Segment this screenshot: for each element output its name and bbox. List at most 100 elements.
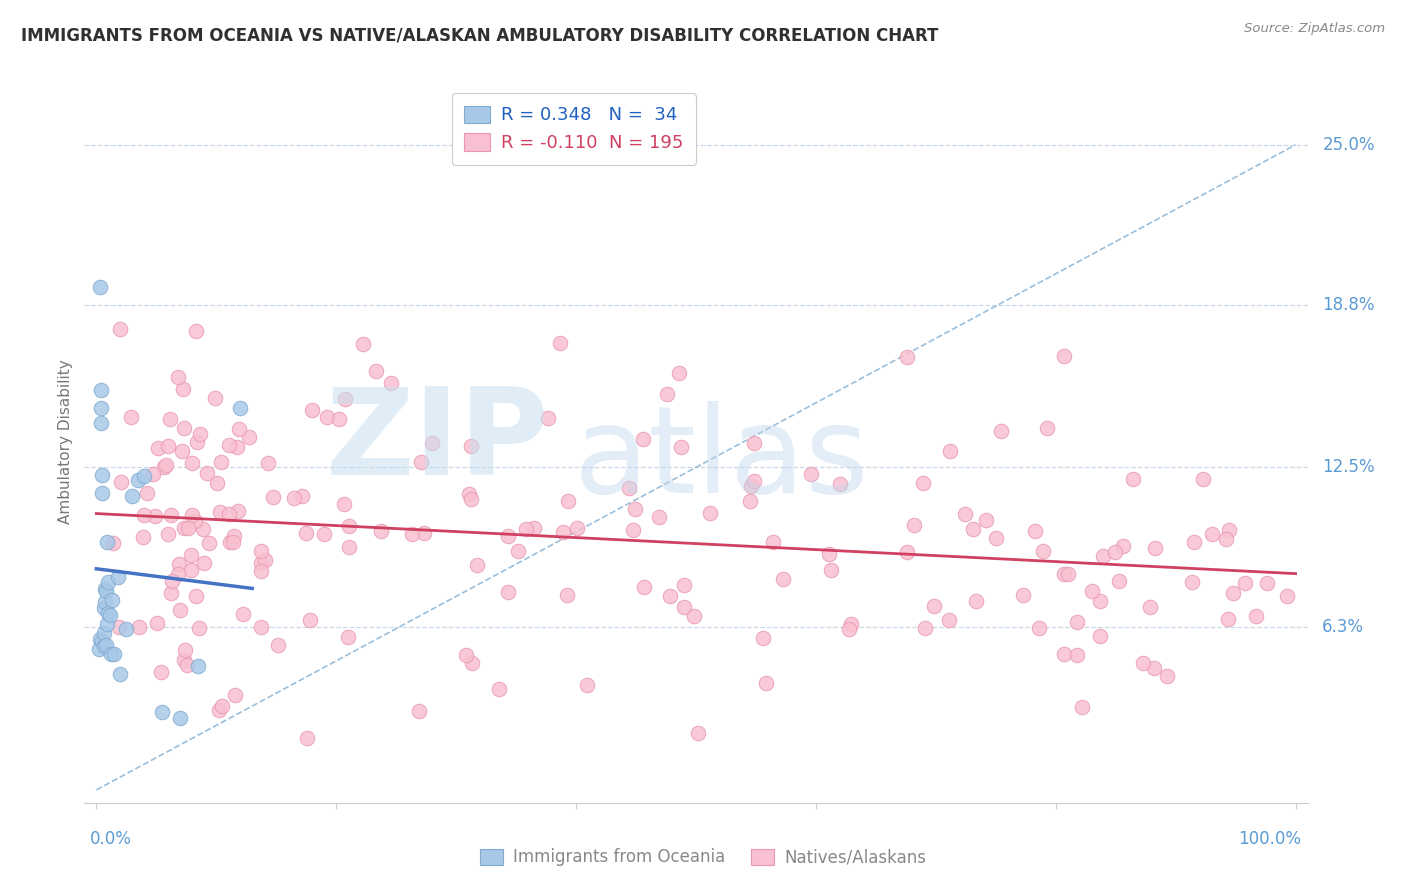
Point [333, 497, 356, 511]
Point [1218, 523, 1240, 537]
Point [204, 391, 226, 405]
Point [1132, 656, 1154, 670]
Point [553, 524, 575, 539]
Text: ZIP: ZIP [325, 383, 550, 500]
Point [121, 489, 143, 503]
Point [408, 704, 430, 718]
Point [166, 567, 188, 582]
Point [1112, 539, 1135, 553]
Point [1108, 574, 1130, 588]
Point [939, 444, 962, 458]
Point [420, 436, 443, 450]
Point [110, 475, 132, 489]
Point [87, 641, 110, 656]
Point [333, 392, 356, 406]
Point [828, 477, 851, 491]
Point [457, 486, 479, 500]
Point [962, 522, 984, 536]
Point [238, 430, 260, 444]
Point [738, 494, 761, 508]
Point [401, 527, 423, 541]
Point [93, 626, 115, 640]
Point [557, 493, 579, 508]
Point [668, 367, 690, 381]
Point [924, 599, 946, 613]
Point [413, 525, 436, 540]
Point [1088, 629, 1111, 643]
Point [1275, 589, 1298, 603]
Text: atlas: atlas [574, 401, 869, 518]
Point [896, 545, 918, 559]
Point [567, 521, 589, 535]
Point [159, 412, 181, 426]
Point [1139, 600, 1161, 615]
Point [672, 600, 695, 615]
Point [172, 382, 194, 396]
Point [818, 547, 841, 561]
Point [174, 643, 197, 657]
Point [218, 507, 240, 521]
Point [91, 633, 114, 648]
Point [557, 588, 579, 602]
Point [150, 706, 173, 720]
Point [1216, 612, 1239, 626]
Point [93, 582, 117, 597]
Point [120, 410, 142, 425]
Point [169, 602, 191, 616]
Point [772, 572, 794, 586]
Point [820, 563, 842, 577]
Point [283, 491, 305, 506]
Point [380, 376, 402, 391]
Point [180, 548, 202, 562]
Point [1192, 472, 1215, 486]
Point [839, 616, 862, 631]
Point [1181, 574, 1204, 589]
Point [108, 620, 131, 634]
Point [1244, 608, 1267, 623]
Point [328, 412, 350, 426]
Point [1143, 660, 1166, 674]
Point [143, 508, 166, 523]
Point [226, 504, 249, 518]
Point [548, 335, 571, 350]
Point [312, 527, 335, 541]
Point [187, 659, 209, 673]
Point [953, 507, 976, 521]
Point [496, 585, 519, 599]
Point [176, 658, 198, 673]
Point [101, 593, 124, 607]
Point [181, 457, 204, 471]
Point [1057, 567, 1080, 582]
Point [1066, 648, 1088, 662]
Point [624, 502, 647, 516]
Point [1053, 647, 1076, 661]
Point [659, 589, 682, 603]
Point [232, 607, 254, 622]
Point [250, 620, 273, 634]
Point [97, 606, 120, 620]
Point [1032, 543, 1054, 558]
Point [128, 620, 150, 634]
Point [153, 459, 176, 474]
Point [115, 622, 138, 636]
Point [90, 401, 112, 415]
Point [229, 401, 252, 416]
Point [226, 440, 249, 454]
Point [211, 699, 233, 714]
Point [257, 456, 280, 470]
Point [337, 540, 360, 554]
Point [250, 544, 273, 558]
Point [157, 527, 180, 541]
Text: 18.8%: 18.8% [1322, 296, 1375, 314]
Point [173, 421, 195, 435]
Point [191, 522, 214, 536]
Point [173, 521, 195, 535]
Point [688, 726, 710, 740]
Point [134, 469, 156, 483]
Point [914, 621, 936, 635]
Point [1066, 615, 1088, 630]
Point [96, 616, 118, 631]
Point [249, 557, 271, 571]
Text: 100.0%: 100.0% [1239, 830, 1302, 848]
Point [218, 535, 240, 549]
